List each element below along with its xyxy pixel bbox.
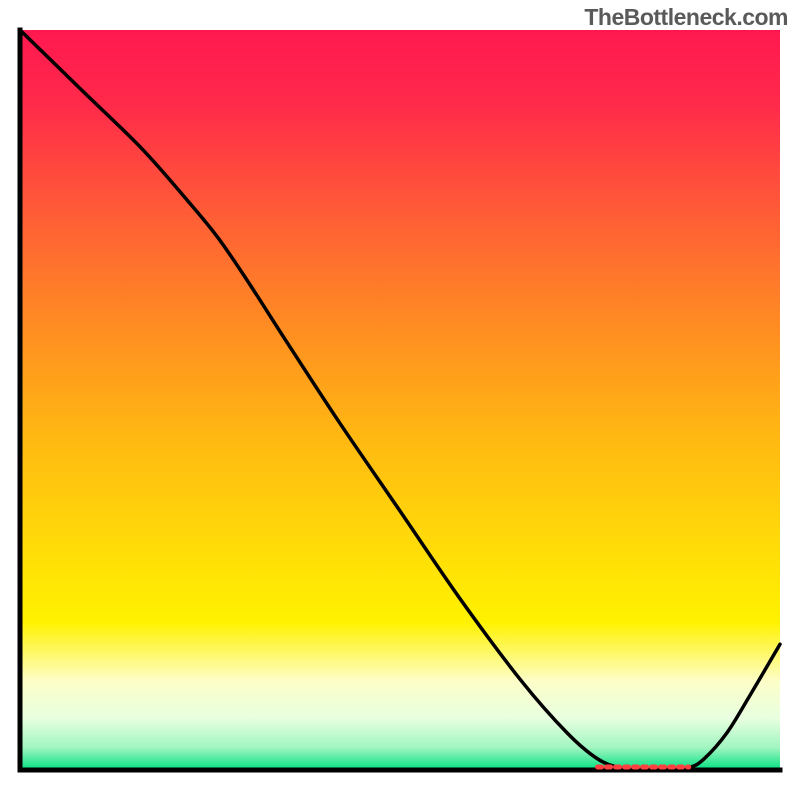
bottleneck-chart [0,0,800,800]
chart-canvas [0,0,800,800]
watermark-text: TheBottleneck.com [584,4,788,31]
